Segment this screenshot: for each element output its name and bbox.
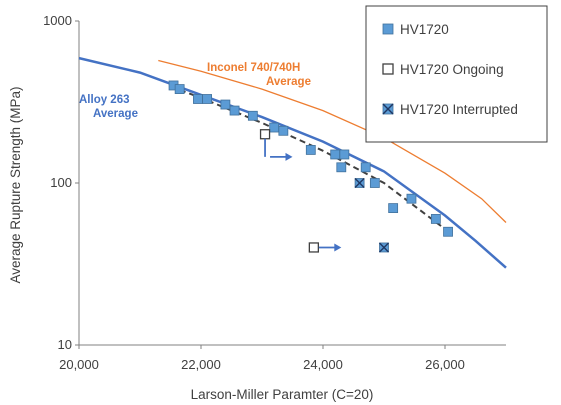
legend-label-hv1720: HV1720	[400, 22, 449, 37]
hv1720-point	[220, 99, 231, 110]
alloy-263-average-curve	[78, 56, 507, 269]
hv1720-interrupted-point	[354, 178, 365, 188]
hv1720-point	[360, 162, 371, 173]
hv1720-point	[430, 214, 441, 224]
hv1720-point	[339, 149, 350, 160]
ongoing-arrow	[318, 243, 342, 252]
hv1720-point	[305, 145, 316, 155]
hv1720-point	[443, 226, 453, 237]
y-axis-title: Average Rupture Strength (MPa)	[8, 86, 23, 283]
hv1720-point	[193, 94, 203, 104]
x-tick-label: 24,000	[303, 357, 343, 372]
hv1720-point	[269, 122, 280, 133]
legend-label-hv1720-interrupted: HV1720 Interrupted	[400, 102, 518, 117]
alloy-263-label-line1: Alloy 263	[79, 94, 130, 106]
x-tick-label: 22,000	[181, 357, 221, 372]
hv1720-point	[330, 149, 341, 160]
ongoing-arrow	[270, 152, 293, 161]
trend-curves	[78, 56, 507, 269]
data-points	[168, 80, 453, 253]
legend-marker-hv1720-interrupted	[382, 103, 394, 115]
hv1720-point	[247, 110, 258, 121]
x-tick-label: 26,000	[425, 357, 465, 372]
inconel-label-line2: Average	[266, 76, 311, 88]
hv1720-point	[229, 105, 240, 116]
hv1720-trend-line	[170, 85, 446, 230]
legend-marker-hv1720-ongoing	[382, 63, 394, 75]
x-tick-label: 20,000	[59, 357, 99, 372]
x-axis-title: Larson-Miller Paramter (C=20)	[191, 387, 374, 402]
legend-label-hv1720-ongoing: HV1720 Ongoing	[400, 62, 504, 77]
legend-box	[365, 5, 548, 143]
hv1720-ongoing-point	[308, 242, 320, 253]
hv1720-point	[406, 193, 417, 204]
hv1720-point	[278, 125, 289, 136]
hv1720-point	[202, 94, 213, 104]
axis-labels: 20,000 22,000 24,000 26,000 10 100 1000	[43, 13, 465, 372]
y-tick-label: 1000	[43, 13, 72, 28]
hv1720-interrupted-point	[379, 242, 389, 253]
alloy-263-label-line2: Average	[93, 108, 138, 120]
plot-axes	[75, 20, 506, 349]
inconel-label-line1: Inconel 740/740H	[207, 62, 300, 74]
hv1720-ongoing-point	[259, 129, 271, 140]
inconel-740-average-curve	[158, 59, 507, 223]
legend: HV1720 HV1720 Ongoing HV1720 Interrupted	[365, 5, 548, 143]
y-tick-label: 10	[58, 337, 72, 352]
hv1720-point	[388, 203, 399, 213]
legend-marker-hv1720	[382, 23, 394, 35]
y-tick-label: 100	[50, 175, 72, 190]
hv1720-point	[336, 162, 347, 173]
hv1720-point	[369, 178, 380, 188]
hv1720-point	[174, 84, 185, 94]
